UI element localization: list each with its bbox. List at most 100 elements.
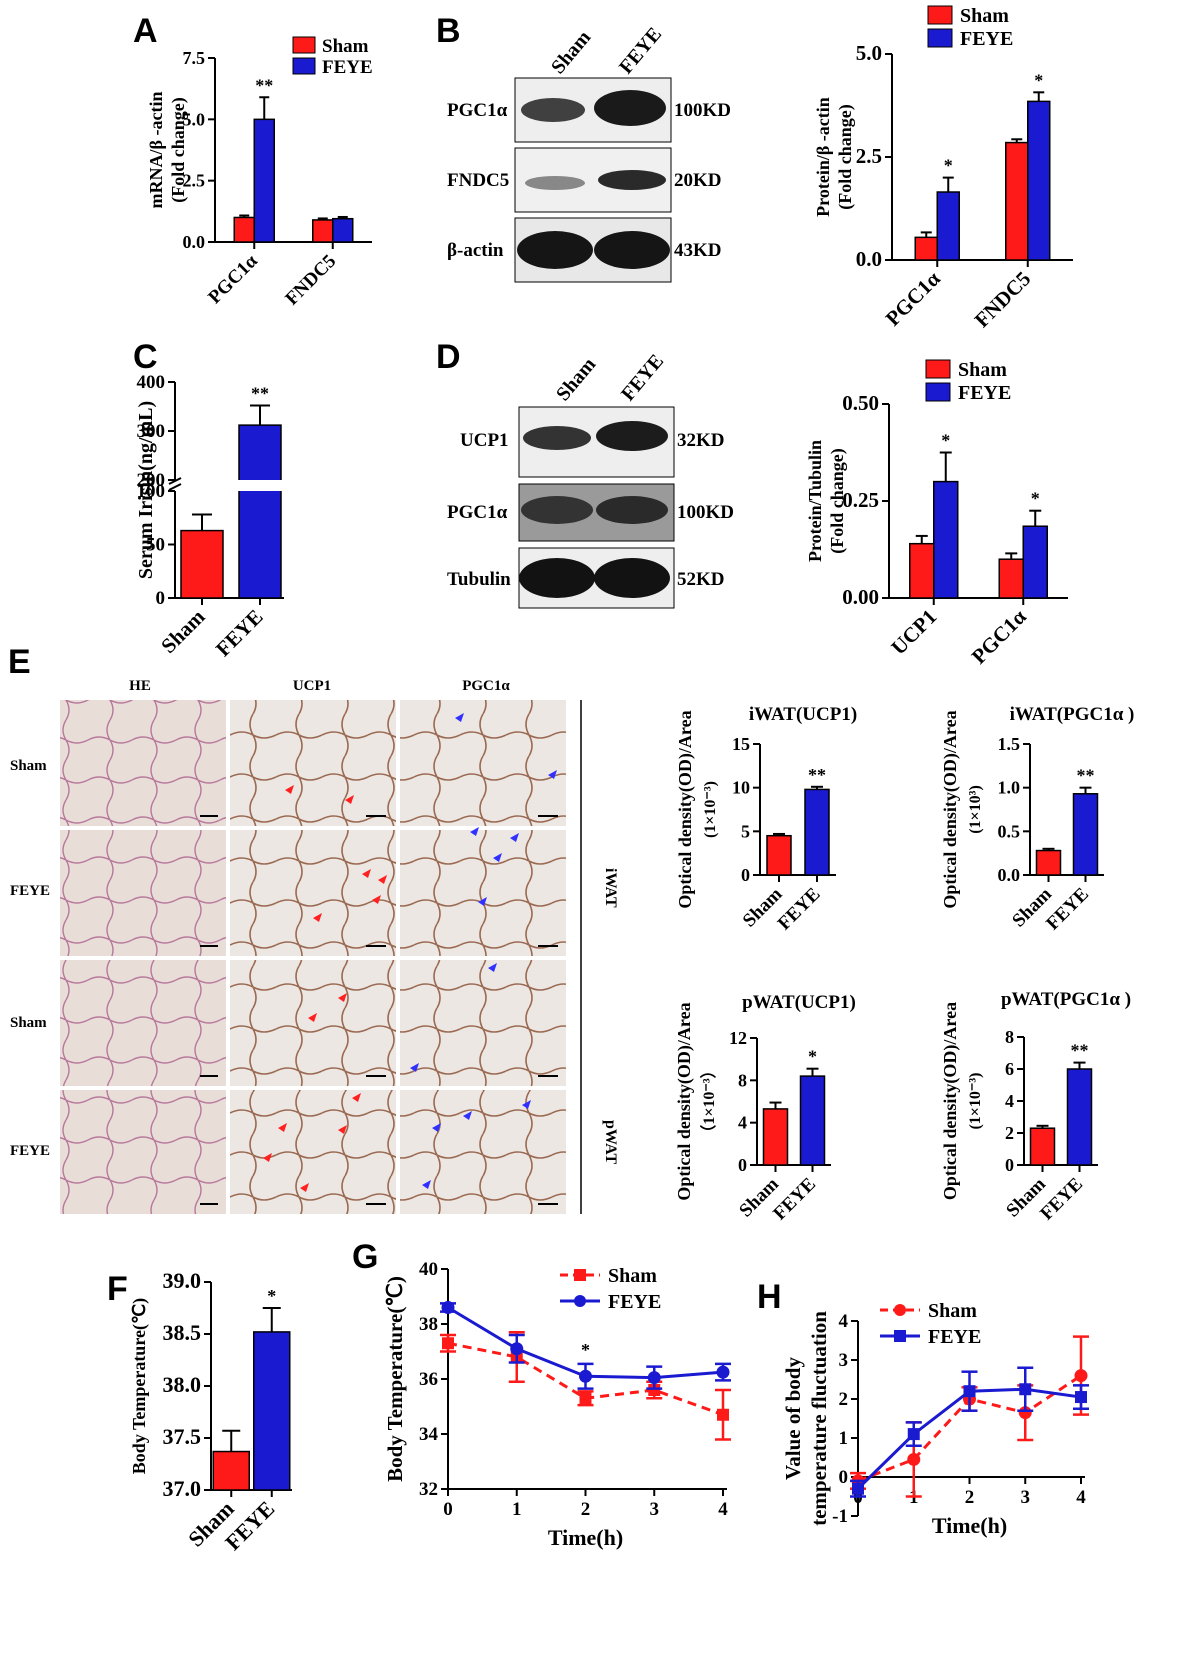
legend-h: Sham FEYE xyxy=(880,1300,981,1348)
y-axis-label: Body Temperature(℃) xyxy=(129,1298,150,1474)
blot-band xyxy=(521,98,585,122)
legend-label-feye: FEYE xyxy=(928,1326,981,1348)
blot-band xyxy=(525,176,585,190)
x-tick-label: FEYE xyxy=(1036,1174,1087,1225)
y-tick-label: 100 xyxy=(137,481,166,502)
blot-size-label: 43KD xyxy=(674,240,722,261)
axis-break xyxy=(168,483,182,491)
panel-label-a: A xyxy=(133,12,158,50)
chart-title: pWAT(UCP1) xyxy=(742,992,856,1013)
histology-row-label: FEYE xyxy=(10,1143,50,1159)
y-tick-label: 1.0 xyxy=(998,778,1021,798)
data-point-feye xyxy=(1075,1391,1087,1404)
y-axis-label: Optical density(OD)/Area xyxy=(675,710,696,908)
y-axis-label: mRNA/β -actin xyxy=(146,92,166,209)
data-point-feye xyxy=(852,1482,864,1495)
blot-size-label: 100KD xyxy=(677,502,734,523)
bar-sham xyxy=(909,542,935,599)
y-tick-label: 50 xyxy=(146,535,165,556)
significance-marker: * xyxy=(944,156,953,176)
x-tick-label: 1 xyxy=(512,1499,522,1520)
y-axis-label: Protein/Tubulin xyxy=(805,440,825,562)
panel-label-f: F xyxy=(107,1270,128,1308)
y-tick-label: 400 xyxy=(137,372,166,393)
y-tick-label: 38.5 xyxy=(163,1320,202,1345)
blot-band xyxy=(594,90,666,126)
panel-label-b: B xyxy=(436,12,461,50)
legend-swatch-feye xyxy=(927,28,953,48)
y-tick-label: -1 xyxy=(832,1506,848,1527)
x-tick-label: 3 xyxy=(1021,1487,1031,1508)
blot-row-label: PGC1α xyxy=(447,502,508,523)
panel-label-e: E xyxy=(8,643,31,681)
y-tick-label: 300 xyxy=(137,421,166,442)
histology-panel-e: HE UCP1 PGC1α Sham FEYE Sham FEYE xyxy=(10,678,619,1214)
significance-marker: ** xyxy=(251,384,269,404)
y-tick-label: 15 xyxy=(732,734,750,754)
x-tick-label: FEYE xyxy=(211,605,268,662)
legend-label-feye: FEYE xyxy=(958,382,1011,404)
y-axis-label: (1×10⁻³) xyxy=(702,781,719,838)
blot-band xyxy=(519,558,595,598)
bar-sham xyxy=(233,216,255,243)
x-tick-label: 3 xyxy=(650,1499,660,1520)
pgc1a-arrowheads xyxy=(410,713,557,1189)
data-point-sham xyxy=(1074,1369,1088,1383)
y-tick-label: 2 xyxy=(839,1389,849,1410)
y-axis-label: (Fold change) xyxy=(168,97,189,203)
y-tick-label: 7.5 xyxy=(183,48,206,68)
y-tick-label: 36 xyxy=(419,1369,438,1390)
x-tick-label: FEYE xyxy=(1042,884,1093,935)
x-axis-label: Time(h) xyxy=(548,1525,623,1550)
blot-lane-label: FEYE xyxy=(617,350,668,405)
legend-label-sham: Sham xyxy=(608,1265,657,1287)
legend-marker-sham xyxy=(574,1269,586,1281)
bar-sham xyxy=(212,1450,250,1491)
significance-marker: ** xyxy=(808,765,826,785)
bar-feye xyxy=(332,217,354,243)
y-tick-label: 0.0 xyxy=(856,247,882,271)
x-tick-label: 0 xyxy=(443,1499,453,1520)
data-point-sham xyxy=(717,1408,729,1421)
y-tick-label: 0.5 xyxy=(998,821,1021,841)
blot-band xyxy=(598,170,666,190)
data-point-feye xyxy=(647,1371,661,1385)
micrograph xyxy=(230,700,396,826)
blot-band xyxy=(594,558,670,598)
legend-b: Sham FEYE xyxy=(927,5,1013,50)
bar-feye xyxy=(804,788,830,876)
chart-title: pWAT(PGC1α ) xyxy=(1001,989,1131,1010)
bar-sham xyxy=(1005,141,1029,261)
y-tick-label: 38 xyxy=(419,1314,438,1335)
western-blot-b: Sham FEYE PGC1α FNDC5 β-actin 100KD 20KD… xyxy=(447,23,731,283)
blot-size-label: 20KD xyxy=(674,170,722,191)
bar-feye xyxy=(1072,793,1099,876)
bar-sham xyxy=(180,529,224,599)
western-blot-d: Sham FEYE UCP1 PGC1α Tubulin 32KD 100KD … xyxy=(447,350,734,609)
blot-band xyxy=(523,426,591,450)
significance-marker: ** xyxy=(1071,1041,1089,1061)
y-tick-label: 0 xyxy=(741,865,750,885)
bar-sham xyxy=(762,1108,789,1166)
x-tick-label: FEYE xyxy=(769,1174,820,1225)
panel-label-h: H xyxy=(757,1278,782,1316)
blot-band xyxy=(594,231,670,269)
legend-swatch-feye xyxy=(292,57,316,75)
significance-marker: * xyxy=(1031,489,1040,509)
x-tick-label: PGC1α xyxy=(204,250,262,308)
panel-label-g: G xyxy=(352,1238,378,1276)
blot-band xyxy=(596,496,668,524)
significance-marker: ** xyxy=(255,75,273,95)
significance-marker: * xyxy=(1034,70,1043,90)
bar-feye xyxy=(1022,525,1048,599)
y-tick-label: 0.0 xyxy=(183,232,206,252)
panel-label-c: C xyxy=(133,338,158,376)
x-axis-label: Time(h) xyxy=(932,1513,1007,1538)
histology-column-label: HE xyxy=(129,678,151,694)
y-tick-label: 38.0 xyxy=(163,1372,202,1397)
x-tick-label: PGC1α xyxy=(881,266,945,330)
x-tick-label: 2 xyxy=(965,1487,975,1508)
blot-row-label: β-actin xyxy=(447,240,504,261)
blot-row-label: FNDC5 xyxy=(447,170,509,191)
